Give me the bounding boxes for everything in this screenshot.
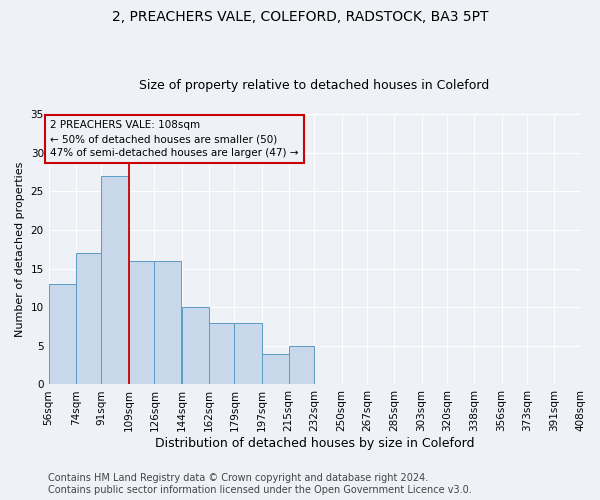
- Y-axis label: Number of detached properties: Number of detached properties: [15, 162, 25, 337]
- Bar: [289, 346, 314, 385]
- Text: 2, PREACHERS VALE, COLEFORD, RADSTOCK, BA3 5PT: 2, PREACHERS VALE, COLEFORD, RADSTOCK, B…: [112, 10, 488, 24]
- Bar: [209, 322, 235, 384]
- Text: 2 PREACHERS VALE: 108sqm
← 50% of detached houses are smaller (50)
47% of semi-d: 2 PREACHERS VALE: 108sqm ← 50% of detach…: [50, 120, 299, 158]
- Bar: [76, 253, 101, 384]
- Bar: [101, 176, 128, 384]
- Bar: [49, 284, 76, 384]
- Text: Contains HM Land Registry data © Crown copyright and database right 2024.
Contai: Contains HM Land Registry data © Crown c…: [48, 474, 472, 495]
- X-axis label: Distribution of detached houses by size in Coleford: Distribution of detached houses by size …: [155, 437, 474, 450]
- Title: Size of property relative to detached houses in Coleford: Size of property relative to detached ho…: [139, 79, 490, 92]
- Bar: [154, 261, 181, 384]
- Bar: [128, 261, 154, 384]
- Bar: [262, 354, 289, 384]
- Bar: [235, 322, 262, 384]
- Bar: [182, 307, 209, 384]
